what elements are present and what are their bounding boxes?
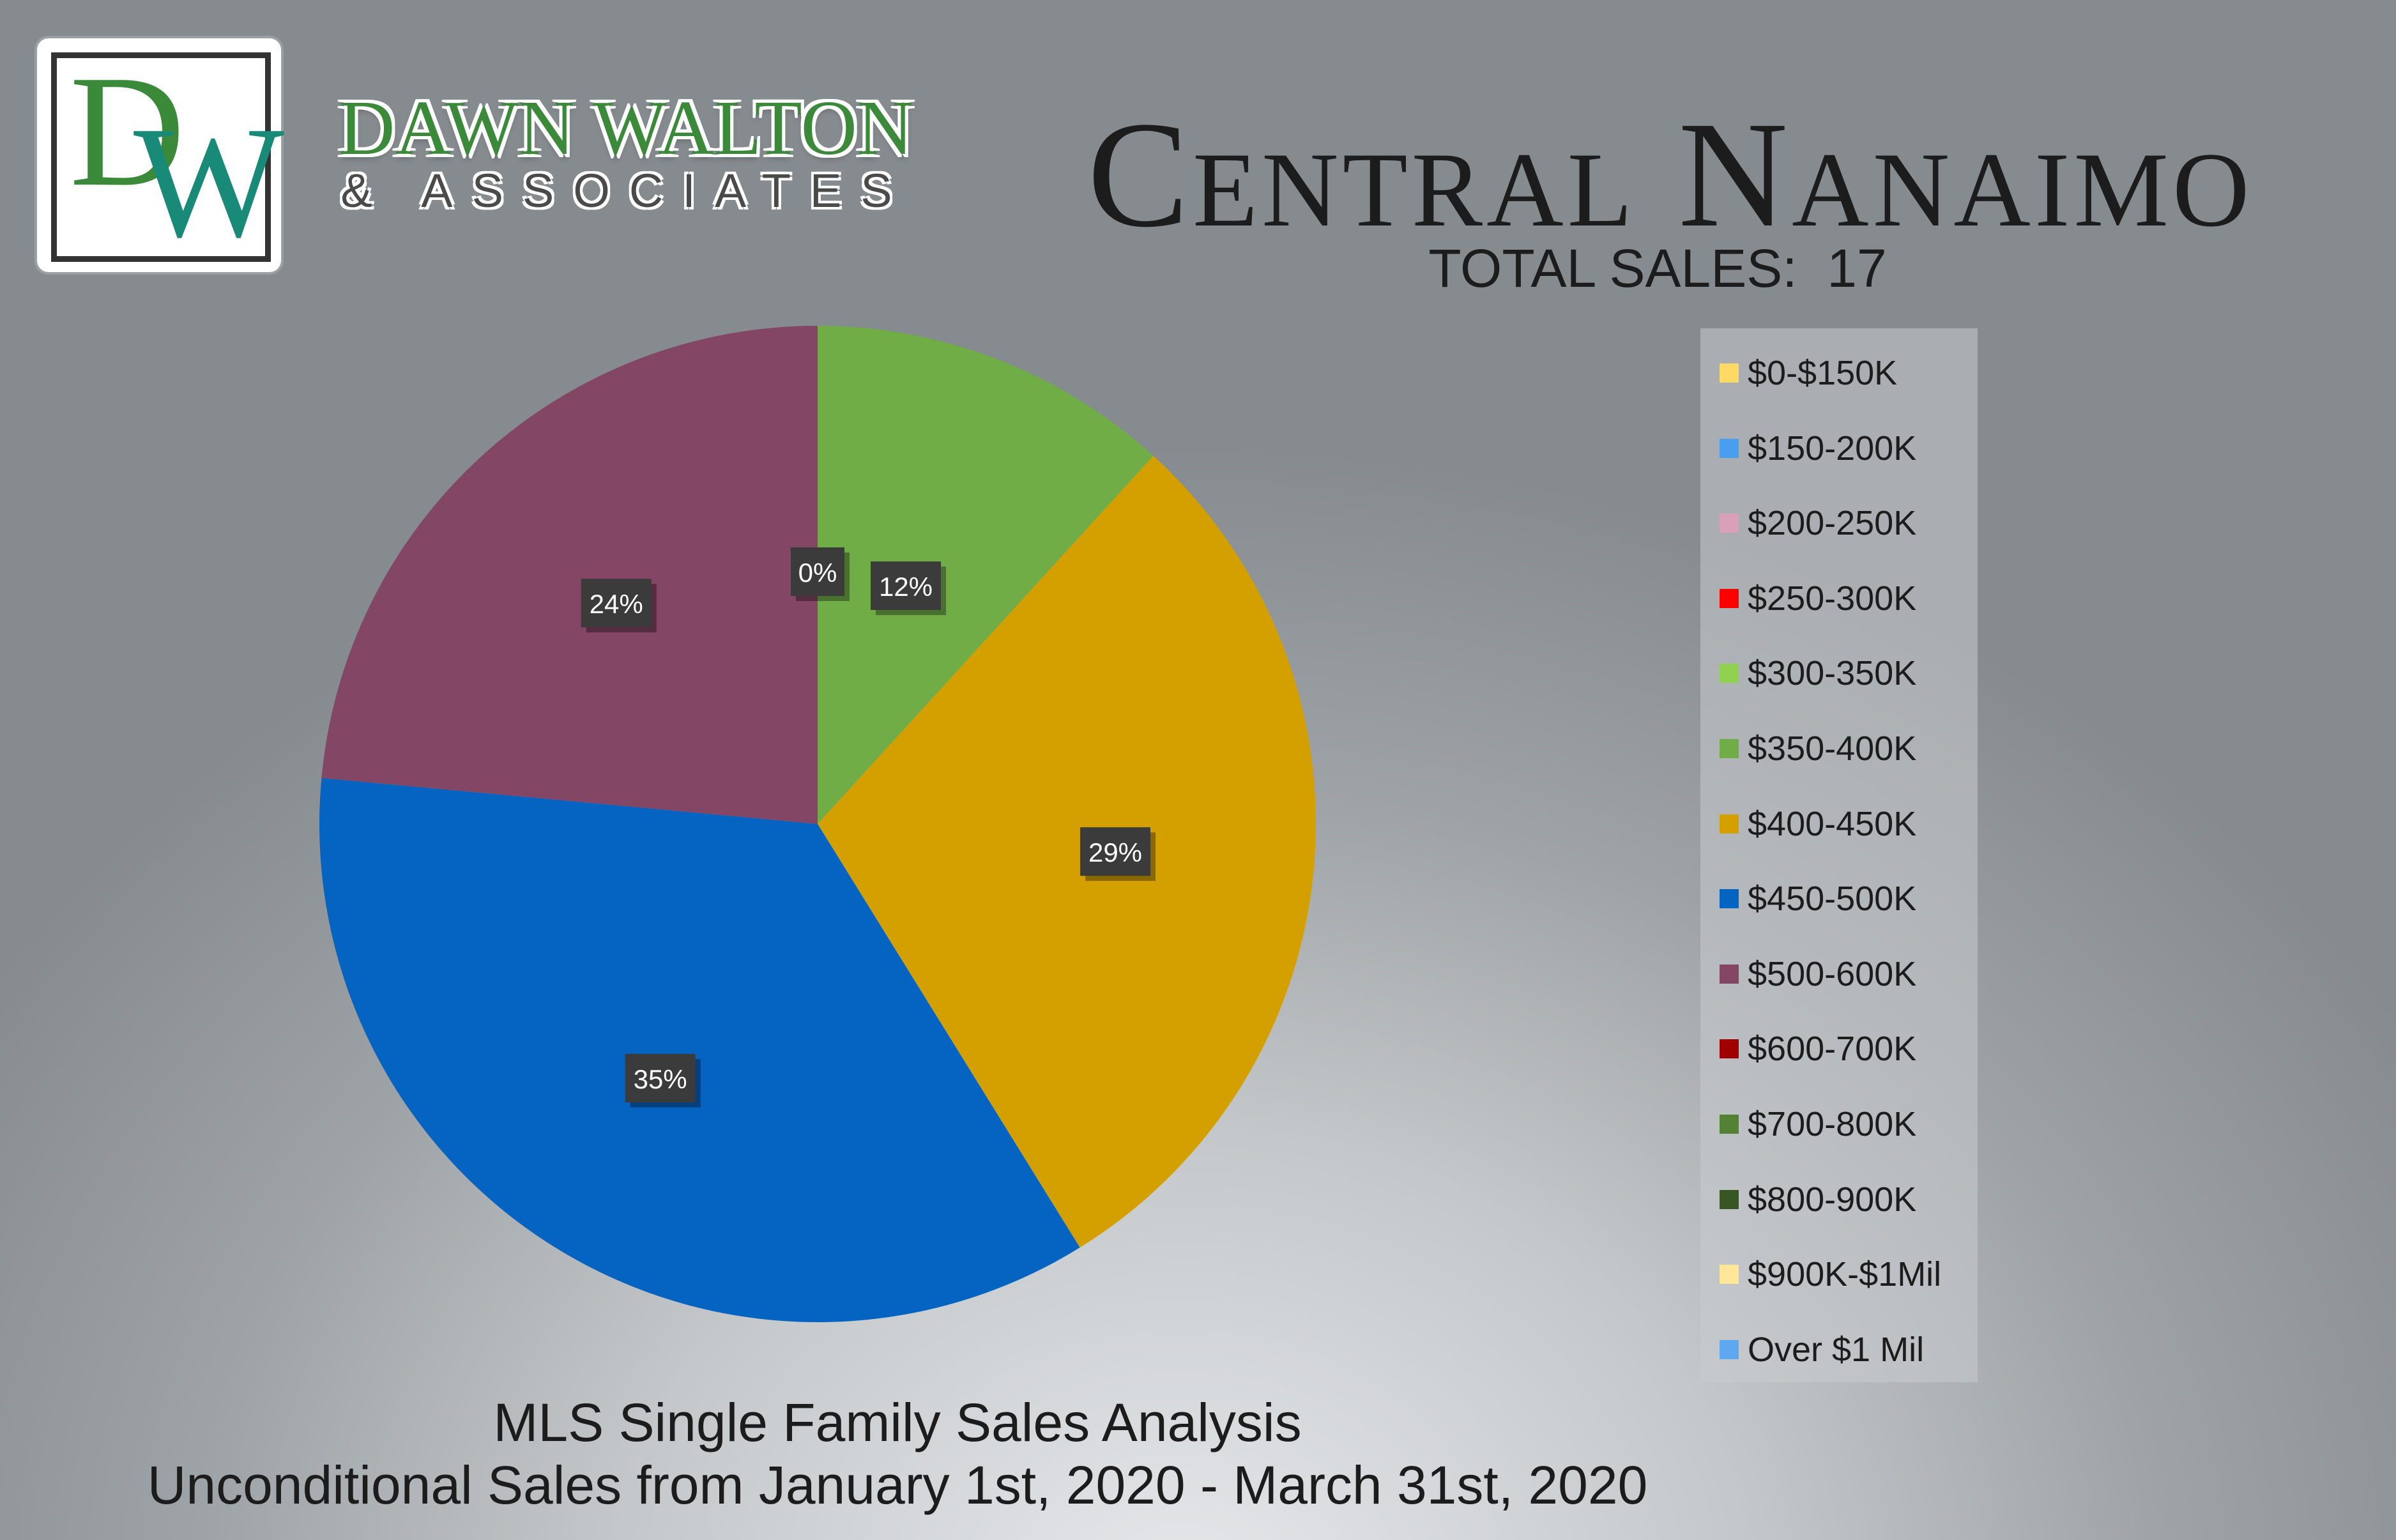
legend-swatch [1720,588,1739,608]
data-label-text: 29% [1088,837,1142,867]
pie-slice-350-400k [818,326,1154,824]
legend-label: $450-500K [1748,880,1917,919]
legend-item: Over $1 Mil [1720,1324,1924,1375]
data-label-box [871,561,941,610]
legend-item: $150-200K [1720,423,1916,474]
data-label-text: 0% [798,558,837,588]
legend-label: $0-$150K [1748,354,1898,392]
legend-label: $500-600K [1748,954,1917,993]
legend-swatch [1720,1039,1739,1059]
legend-swatch [1720,1339,1739,1359]
brand-subtitle: & ASSOCIATES [340,164,912,217]
pie-slice-400-450k [818,455,1316,1248]
data-label-500-600k: 24% [581,579,657,633]
data-label-350-400k: 12% [871,561,946,615]
legend-item: $600-700K [1720,1023,1916,1074]
chart-legend: $0-$150K $150-200K $200-250K $250-300K $300-… [1700,328,1978,1382]
legend-label: $150-200K [1748,429,1917,468]
total-sales-value: 17 [1827,238,1887,298]
legend-label: $800-900K [1748,1180,1917,1219]
legend-swatch [1720,664,1739,683]
data-label-box [1080,827,1151,876]
data-label-text: 35% [634,1064,687,1094]
legend-label: $300-350K [1748,654,1917,693]
legend-swatch [1720,964,1739,984]
legend-item: $500-600K [1720,949,1916,1000]
data-label-box [581,579,652,628]
legend-item: $300-350K [1720,648,1916,699]
logo: D W [37,38,284,272]
logo-letter-w: W [134,94,284,271]
legend-label: $900K-$1Mil [1748,1255,1942,1294]
legend-label: $400-450K [1748,804,1917,843]
legend-item: $350-400K [1720,723,1916,774]
legend-label: $600-700K [1748,1030,1917,1069]
legend-swatch [1720,739,1739,758]
legend-item: $800-900K [1720,1174,1916,1225]
data-label-450-500k: 35% [625,1053,701,1108]
page-title: Central Nanaimo [1087,91,2254,259]
legend-label: $700-800K [1748,1105,1917,1143]
legend-item: $400-450K [1720,798,1916,850]
data-label-box [625,1053,696,1102]
legend-item: $700-800K [1720,1099,1916,1150]
data-label-text: 12% [879,572,933,602]
legend-swatch [1720,1265,1739,1285]
data-label-0-150k: 0% [791,547,850,601]
pie-slice-500-600k [321,326,818,824]
pie-slice-450-500k [319,778,1080,1322]
legend-swatch [1720,438,1739,458]
legend-label: $350-400K [1748,729,1917,768]
legend-item: $900K-$1Mil [1720,1249,1941,1300]
legend-item: $450-500K [1720,873,1916,924]
data-label-box [791,547,844,596]
data-label-text: 24% [590,589,643,619]
data-label-400-450k: 29% [1080,827,1156,881]
legend-swatch [1720,814,1739,834]
legend-swatch [1720,889,1739,909]
legend-item: $0-$150K [1720,347,1897,399]
legend-swatch [1720,363,1739,383]
total-sales-label: TOTAL SALES: [1428,238,1797,298]
legend-swatch [1720,514,1739,533]
legend-item: $250-300K [1720,573,1916,624]
legend-label: $200-250K [1748,504,1917,543]
legend-swatch [1720,1115,1739,1134]
footer-date-range: Unconditional Sales from January 1st, 20… [147,1455,1648,1515]
brand-name: DAWN WALTON [339,85,913,171]
legend-swatch [1720,1189,1739,1209]
total-sales: TOTAL SALES: 17 [1290,241,2025,295]
legend-label: Over $1 Mil [1748,1330,1925,1369]
footer-title: MLS Single Family Sales Analysis [493,1392,1302,1452]
logo-letter-d: D [70,43,185,220]
legend-item: $200-250K [1720,498,1916,549]
legend-label: $250-300K [1748,579,1917,618]
logo-frame: D W [51,43,284,263]
